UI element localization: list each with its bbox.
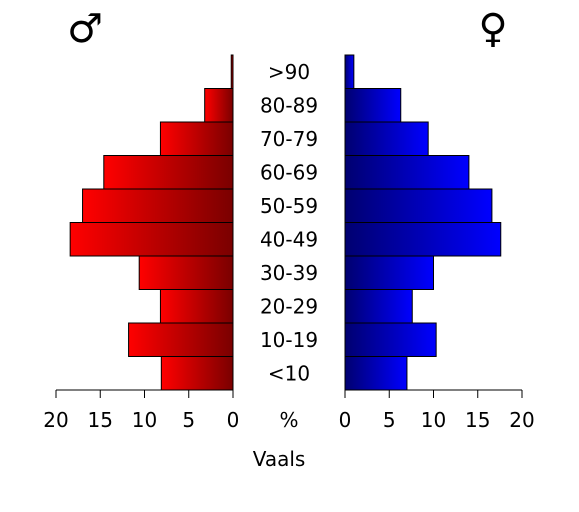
age-group-label: 80-89 — [260, 93, 318, 117]
age-group-label: 70-79 — [260, 127, 318, 151]
age-group-label: 30-39 — [260, 261, 318, 285]
female-bar — [344, 121, 429, 156]
female-bar — [344, 289, 413, 324]
male-bar — [103, 155, 234, 190]
male-axis-tick-label: 10 — [132, 408, 157, 432]
male-axis-tick-label: 20 — [43, 408, 68, 432]
male-bar — [128, 322, 234, 357]
female-axis-tick-label: 20 — [509, 408, 534, 432]
age-group-label: 20-29 — [260, 294, 318, 318]
female-bar — [344, 54, 355, 89]
female-symbol: ♀ — [478, 6, 507, 52]
female-axis-tick-label: 10 — [421, 408, 446, 432]
female-bar — [344, 222, 502, 257]
female-x-axis: 0 5 10 15 20 — [339, 389, 535, 432]
age-group-labels: >90 80-89 70-79 60-69 50-59 40-49 30-39 20-29 10… — [260, 60, 318, 386]
male-bar — [69, 222, 234, 257]
age-group-label: <10 — [268, 361, 310, 385]
female-bar — [344, 255, 434, 290]
female-bar — [344, 188, 493, 223]
male-x-axis: 20 15 10 5 0 — [43, 389, 240, 432]
female-bar — [344, 356, 408, 391]
male-bar — [159, 289, 234, 324]
female-axis-tick-label: 5 — [383, 408, 396, 432]
female-axis-tick-label: 0 — [339, 408, 352, 432]
age-group-label: 60-69 — [260, 160, 318, 184]
male-axis-tick-label: 15 — [88, 408, 113, 432]
chart-title: Vaals — [253, 447, 306, 471]
female-bar — [344, 155, 470, 190]
age-group-label: 50-59 — [260, 194, 318, 218]
male-bars — [69, 54, 234, 391]
female-bars — [344, 54, 502, 391]
age-group-label: 10-19 — [260, 328, 318, 352]
male-bar — [138, 255, 234, 290]
age-group-label: >90 — [268, 60, 310, 84]
male-bar — [160, 356, 234, 391]
age-group-label: 40-49 — [260, 227, 318, 251]
male-axis-tick-label: 0 — [227, 408, 240, 432]
male-axis-tick-label: 5 — [182, 408, 195, 432]
percent-unit-label: % — [279, 408, 298, 432]
male-bar — [204, 88, 234, 123]
male-bar — [230, 54, 234, 89]
male-bar — [159, 121, 234, 156]
male-symbol: ♂ — [67, 6, 103, 52]
male-bar — [82, 188, 234, 223]
female-bar — [344, 88, 402, 123]
female-bar — [344, 322, 437, 357]
female-axis-tick-label: 15 — [465, 408, 490, 432]
